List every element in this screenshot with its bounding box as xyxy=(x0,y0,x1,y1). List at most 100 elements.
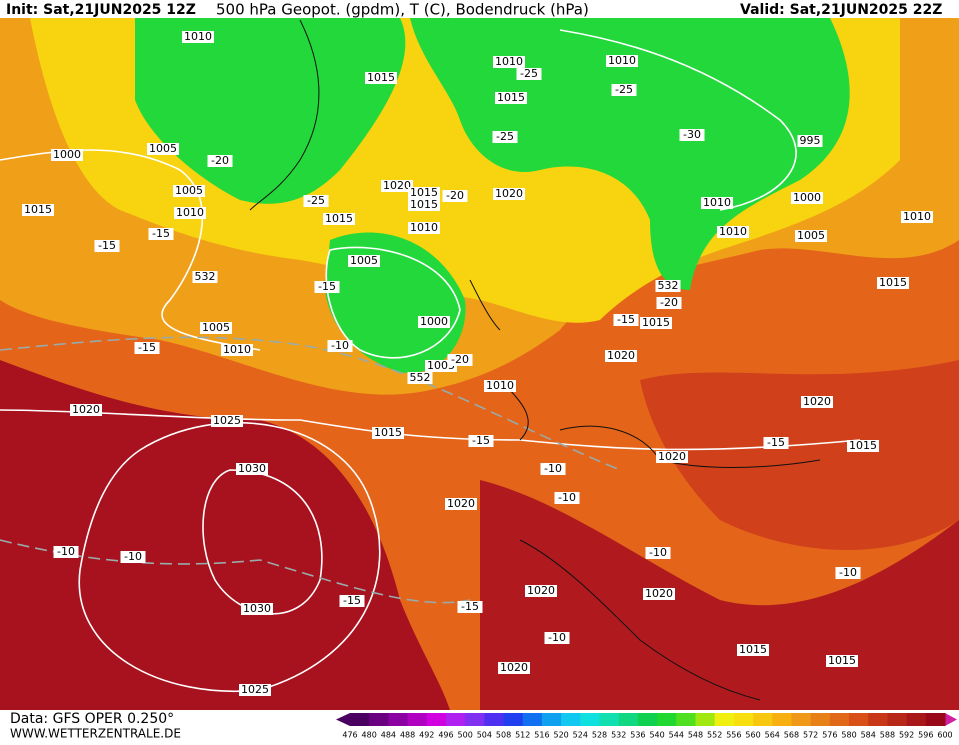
label-box xyxy=(442,190,468,202)
isoline-label: 1010 xyxy=(493,55,525,68)
label-text: -10 xyxy=(649,546,667,559)
isoline-label: 1025 xyxy=(239,683,271,696)
colorbar-swatch xyxy=(733,713,754,726)
isoline-label: 1015 xyxy=(408,198,440,211)
isoline-label: 1020 xyxy=(498,661,530,674)
label-box xyxy=(327,340,353,352)
label-box xyxy=(408,199,440,211)
label-box xyxy=(701,197,733,209)
colorbar-tick-label: 508 xyxy=(496,731,511,740)
isoline-label: -25 xyxy=(492,130,518,143)
isoline-label: 1020 xyxy=(605,349,637,362)
isoline-label: 1010 xyxy=(182,30,214,43)
label-box xyxy=(200,322,232,334)
colorbar-swatch xyxy=(350,713,370,726)
label-box xyxy=(445,498,477,510)
label-box xyxy=(795,230,827,242)
label-text: 1010 xyxy=(719,225,747,238)
label-text: 1010 xyxy=(184,30,212,43)
colorbar-swatch xyxy=(714,713,735,726)
isoline-label: 1005 xyxy=(173,184,205,197)
colorbar-tick-label: 480 xyxy=(362,731,377,740)
label-box xyxy=(381,180,413,192)
label-box xyxy=(365,72,397,84)
colorbar-tick-label: 548 xyxy=(688,731,703,740)
colorbar-tick-label: 580 xyxy=(841,731,856,740)
label-box xyxy=(679,129,705,141)
label-text: 1005 xyxy=(350,254,378,267)
label-box xyxy=(516,68,542,80)
colorbar-swatch xyxy=(503,713,524,726)
colorbar-tick-label: 476 xyxy=(342,731,357,740)
colorbar-swatch xyxy=(657,713,677,726)
label-box xyxy=(457,601,483,613)
colorbar-swatch xyxy=(407,713,428,726)
isoline-label: -15 xyxy=(468,434,494,447)
label-box xyxy=(826,655,858,667)
isoline-label: -15 xyxy=(457,600,483,613)
colorbar-swatch xyxy=(849,713,869,726)
label-text: 1000 xyxy=(793,191,821,204)
isoline-label: -15 xyxy=(763,436,789,449)
label-text: 1010 xyxy=(223,343,251,356)
isoline-label: -20 xyxy=(442,189,468,202)
colorbar-swatch xyxy=(618,713,639,726)
colorbar-tick-label: 596 xyxy=(918,731,933,740)
label-box xyxy=(447,354,473,366)
label-box xyxy=(493,56,525,68)
colorbar-swatch xyxy=(445,713,466,726)
isoline-label: 1020 xyxy=(493,187,525,200)
isoline-label: 1020 xyxy=(70,403,102,416)
isoline-label: 552 xyxy=(407,371,433,384)
isoline-label: 1005 xyxy=(147,142,179,155)
label-text: 1020 xyxy=(803,395,831,408)
label-text: -20 xyxy=(211,154,229,167)
label-box xyxy=(173,185,205,197)
label-text: 1020 xyxy=(447,497,475,510)
isoline-label: 1015 xyxy=(22,203,54,216)
label-text: 1015 xyxy=(367,71,395,84)
colorbar-swatch xyxy=(676,713,696,726)
label-text: 1015 xyxy=(828,654,856,667)
colorbar-swatch xyxy=(541,713,562,726)
label-text: 1020 xyxy=(527,584,555,597)
label-text: -10 xyxy=(558,491,576,504)
colorbar-arrow xyxy=(336,713,350,726)
label-text: 1020 xyxy=(500,661,528,674)
colorbar-swatch xyxy=(522,713,543,726)
label-box xyxy=(236,463,268,475)
label-box xyxy=(339,595,365,607)
colorbar-swatch xyxy=(810,713,831,726)
isoline-label: 995 xyxy=(797,134,823,147)
label-box xyxy=(643,588,675,600)
isoline-label: 1020 xyxy=(656,450,688,463)
label-box xyxy=(498,662,530,674)
label-text: -10 xyxy=(57,545,75,558)
label-box xyxy=(241,603,273,615)
isoline-label: 1015 xyxy=(877,276,909,289)
isoline-label: 1005 xyxy=(348,254,380,267)
label-text: -25 xyxy=(615,83,633,96)
isoline-label: -25 xyxy=(611,83,637,96)
label-box xyxy=(645,547,671,559)
colorbar-swatch xyxy=(695,713,716,726)
label-text: -15 xyxy=(343,594,361,607)
colorbar-arrow xyxy=(945,713,957,726)
colorbar-tick-label: 572 xyxy=(803,731,818,740)
colorbar-swatch xyxy=(868,713,888,726)
label-text: 1005 xyxy=(797,229,825,242)
colorbar-tick-label: 512 xyxy=(515,731,530,740)
data-source: Data: GFS OPER 0.250° xyxy=(10,711,174,727)
label-box xyxy=(640,317,672,329)
label-text: 1015 xyxy=(374,426,402,439)
map-title: 500 hPa Geopot. (gpdm), T (C), Bodendruc… xyxy=(216,1,589,19)
label-box xyxy=(797,135,823,147)
label-text: 1025 xyxy=(213,414,241,427)
label-text: 1015 xyxy=(879,276,907,289)
label-text: 1015 xyxy=(410,186,438,199)
colorbar-tick-label: 484 xyxy=(381,731,396,740)
isoline-label: 1000 xyxy=(791,191,823,204)
label-box xyxy=(737,644,769,656)
colorbar-swatch xyxy=(465,713,485,726)
label-box xyxy=(655,280,681,292)
